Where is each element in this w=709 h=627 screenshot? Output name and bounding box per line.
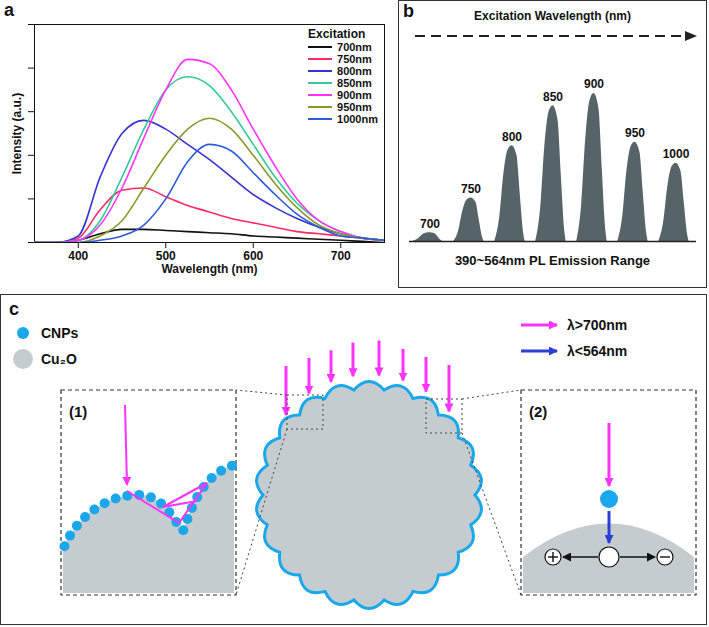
html-text:1000nm: 1000nm xyxy=(337,113,378,125)
svg-text:1000: 1000 xyxy=(663,147,690,161)
svg-text:λ<564nm: λ<564nm xyxy=(567,343,627,359)
svg-text:850: 850 xyxy=(543,90,563,104)
svg-text:c: c xyxy=(9,299,19,319)
svg-text:400: 400 xyxy=(68,249,88,263)
svg-text:700: 700 xyxy=(331,249,351,263)
html-text:900nm: 900nm xyxy=(337,89,372,101)
html-text:a: a xyxy=(4,0,14,20)
html-text:800nm: 800nm xyxy=(337,65,372,77)
svg-text:750: 750 xyxy=(461,182,481,196)
svg-text:CNPs: CNPs xyxy=(41,325,79,341)
svg-text:600: 600 xyxy=(243,249,264,263)
html-text:750nm: 750nm xyxy=(337,53,372,65)
html-text:700nm: 700nm xyxy=(337,41,372,53)
html-text:950nm: 950nm xyxy=(337,101,372,113)
svg-text:λ>700nm: λ>700nm xyxy=(567,317,627,333)
html-text:Excitation: Excitation xyxy=(308,27,366,41)
svg-text:Cu₂O: Cu₂O xyxy=(41,351,77,367)
html-text:b: b xyxy=(403,1,414,21)
html-text:850nm: 850nm xyxy=(337,77,372,89)
svg-text:(2): (2) xyxy=(529,403,547,420)
svg-text:900: 900 xyxy=(584,77,604,91)
html-text:Excitation Wavelength (nm): Excitation Wavelength (nm) xyxy=(474,9,631,23)
svg-text:Wavelength (nm): Wavelength (nm) xyxy=(161,262,257,276)
svg-text:(1): (1) xyxy=(69,403,87,420)
svg-text:800: 800 xyxy=(502,130,522,144)
svg-text:Intensity (a.u.): Intensity (a.u.) xyxy=(10,93,24,174)
svg-text:500: 500 xyxy=(155,249,176,263)
svg-text:700: 700 xyxy=(420,217,440,231)
html-text:390~564nm PL Emission Range: 390~564nm PL Emission Range xyxy=(454,253,651,268)
svg-text:950: 950 xyxy=(625,126,645,140)
